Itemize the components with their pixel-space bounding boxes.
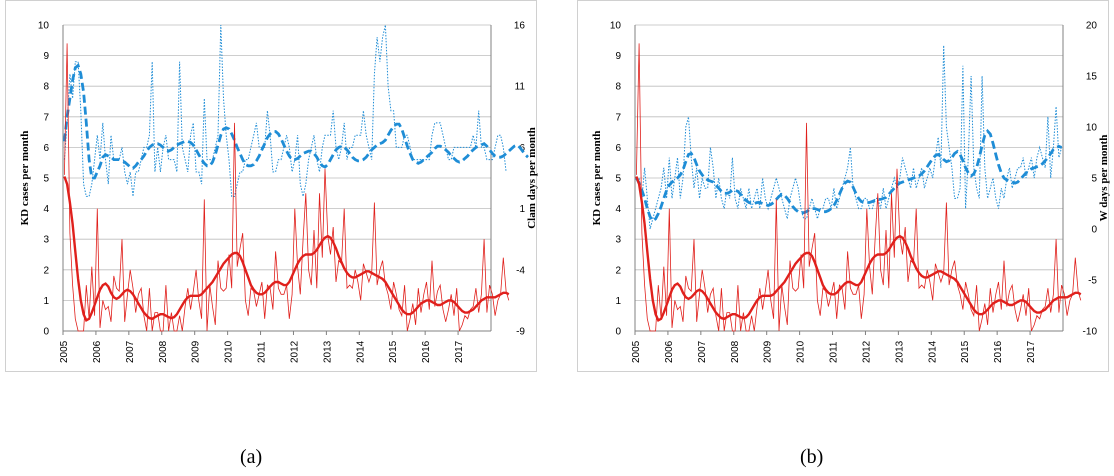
caption-b: (b) <box>800 446 824 468</box>
y-tick-label: 10 <box>610 21 622 32</box>
y-right-tick-label: 10 <box>1086 123 1098 134</box>
y-tick-label: 3 <box>43 235 49 246</box>
kd-smoothed-line <box>63 176 510 322</box>
y-tick-label: 6 <box>43 143 49 154</box>
x-tick-label: 2007 <box>125 340 136 363</box>
y-axis-label-right: W days per month <box>1098 135 1110 222</box>
x-tick-label: 2013 <box>322 340 333 363</box>
x-tick-label: 2007 <box>697 340 708 363</box>
x-tick-label: 2016 <box>993 340 1004 363</box>
x-tick-label: 2006 <box>92 340 103 363</box>
y-tick-label: 6 <box>615 143 621 154</box>
y-tick-label: 9 <box>615 51 621 62</box>
x-tick-label: 2017 <box>454 340 465 363</box>
y-right-tick-label: 5 <box>1091 174 1097 185</box>
y-tick-label: 4 <box>615 204 621 215</box>
y-tick-label: 3 <box>615 235 621 246</box>
y-right-tick-label: 1 <box>519 204 525 215</box>
y-axis-label-right: Clam days per month <box>526 127 538 229</box>
y-axis-label-left: KD cases per month <box>19 131 31 226</box>
weather-monthly-line <box>63 24 507 197</box>
x-tick-label: 2015 <box>388 340 399 363</box>
y-tick-label: 8 <box>615 82 621 93</box>
kd-smoothed-line <box>635 176 1082 322</box>
x-tick-label: 2013 <box>894 340 905 363</box>
chart-panel-b: 0 1 2 3 4 5 6 7 8 9 10 -10 -5 0 5 10 15 20 2005 2006 2007 200… <box>577 0 1110 372</box>
x-tick-label: 2017 <box>1026 340 1037 363</box>
y-tick-label: 2 <box>43 265 49 276</box>
x-tick-label: 2009 <box>191 340 202 363</box>
y-right-tick-label: 6 <box>519 143 525 154</box>
x-tick-label: 2016 <box>421 340 432 363</box>
x-tick-label: 2012 <box>861 340 872 363</box>
x-tick-label: 2010 <box>224 340 235 363</box>
y-right-tick-label: 16 <box>514 21 526 32</box>
y-right-tick-label: -5 <box>1088 276 1097 287</box>
x-tick-label: 2015 <box>960 340 971 363</box>
y-tick-label: 1 <box>615 296 621 307</box>
y-right-tick-label: -9 <box>516 327 525 338</box>
x-tick-label: 2014 <box>355 340 366 363</box>
x-tick-label: 2008 <box>158 340 169 363</box>
y-tick-label: 0 <box>615 327 621 338</box>
y-tick-label: 7 <box>615 112 621 123</box>
y-right-tick-label: 0 <box>1091 225 1097 236</box>
x-tick-label: 2005 <box>631 340 642 363</box>
y-tick-label: 2 <box>615 265 621 276</box>
chart-b-svg: 0 1 2 3 4 5 6 7 8 9 10 -10 -5 0 5 10 15 20 2005 2006 2007 200… <box>591 21 1110 364</box>
y-tick-label: 1 <box>43 296 49 307</box>
x-tick-label: 2012 <box>289 340 300 363</box>
x-tick-label: 2008 <box>730 340 741 363</box>
caption-a: (a) <box>240 446 263 468</box>
y-tick-label: 4 <box>43 204 49 215</box>
x-tick-label: 2010 <box>796 340 807 363</box>
y-tick-label: 0 <box>43 327 49 338</box>
y-tick-label: 5 <box>615 174 621 185</box>
x-tick-label: 2006 <box>664 340 675 363</box>
y-tick-label: 10 <box>38 21 50 32</box>
weather-smoothed-line <box>63 62 529 180</box>
y-tick-label: 9 <box>43 51 49 62</box>
x-tick-label: 2005 <box>59 340 70 363</box>
y-tick-label: 7 <box>43 112 49 123</box>
x-tick-label: 2011 <box>829 341 840 363</box>
y-right-tick-label: -10 <box>1083 327 1098 338</box>
x-tick-label: 2011 <box>257 341 268 363</box>
y-right-tick-label: 11 <box>515 82 526 93</box>
y-axis-label-left: KD cases per month <box>591 131 603 226</box>
weather-monthly-line <box>636 45 1063 230</box>
chart-panel-a: 0 1 2 3 4 5 6 7 8 9 10 -9 -4 1 6 11 16 2005 2006 2007 2008 20… <box>5 0 538 372</box>
x-tick-label: 2009 <box>763 340 774 363</box>
y-tick-label: 5 <box>43 174 49 185</box>
y-right-tick-label: -4 <box>516 265 525 276</box>
y-right-tick-label: 15 <box>1086 72 1098 83</box>
y-right-tick-label: 20 <box>1086 21 1098 32</box>
weather-smoothed-line <box>635 128 1063 223</box>
y-tick-label: 8 <box>43 82 49 93</box>
x-tick-label: 2014 <box>927 340 938 363</box>
